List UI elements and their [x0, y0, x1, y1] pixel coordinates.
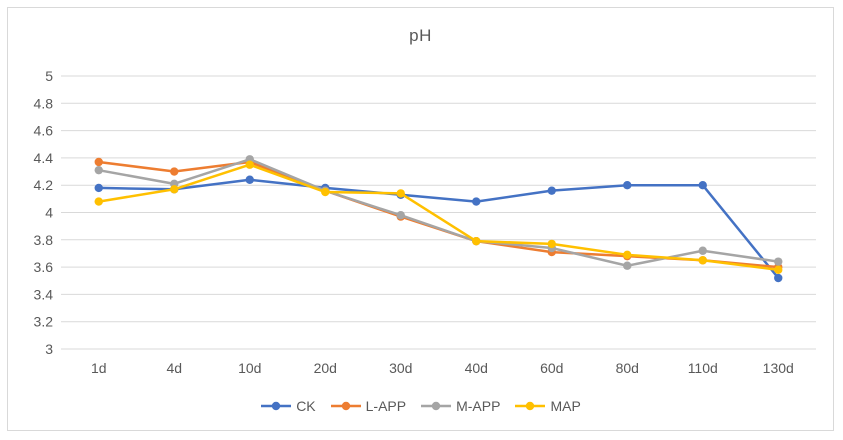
legend-item-m-app: M-APP: [420, 398, 500, 414]
series-marker-m-app: [698, 246, 707, 255]
y-tick-label: 4.2: [34, 177, 54, 193]
y-tick-label: 5: [45, 68, 53, 84]
series-marker-map: [774, 265, 783, 275]
x-tick-label: 110d: [688, 360, 718, 376]
y-tick-label: 3: [45, 341, 53, 357]
y-tick-label: 4: [45, 205, 53, 221]
legend-item-l-app: L-APP: [330, 398, 406, 414]
legend-swatch-map: [515, 401, 546, 411]
y-tick-label: 3.2: [34, 314, 54, 330]
series-marker-map: [547, 239, 556, 249]
series-marker-m-app: [396, 211, 405, 220]
legend-swatch-l-app: [330, 401, 361, 411]
y-tick-label: 3.6: [34, 259, 54, 275]
series-marker-ck: [472, 197, 481, 206]
series-marker-m-app: [94, 165, 103, 175]
series-marker-map: [170, 185, 179, 194]
series-marker-l-app: [170, 167, 179, 176]
legend-item-map: MAP: [514, 398, 581, 414]
x-tick-label: 20d: [314, 360, 337, 376]
y-tick-label: 3.8: [34, 232, 54, 248]
series-marker-ck: [698, 181, 707, 190]
legend-swatch-m-app: [421, 401, 452, 411]
legend-item-ck: CK: [260, 398, 316, 414]
x-tick-label: 10d: [238, 360, 261, 376]
series-marker-map: [321, 187, 330, 197]
y-tick-label: 4.4: [34, 150, 54, 166]
y-tick-label: 3.4: [34, 286, 54, 302]
series-marker-map: [472, 236, 481, 246]
x-tick-label: 60d: [540, 360, 563, 376]
series-marker-m-app: [623, 261, 632, 270]
chart-container: pH 3 3.2 3.4 3.6 3.8 4 4.2 4.4 4.6 4.8 5 1d 4d 10d 20d…: [7, 7, 834, 431]
legend-label-map: MAP: [550, 398, 581, 414]
chart-title: pH: [409, 26, 432, 45]
y-tick-label: 4.6: [34, 123, 54, 139]
series-line-l-app: [97, 160, 780, 269]
series-line-map: [97, 163, 780, 272]
x-tick-label: 30d: [389, 360, 412, 376]
legend-label-l-app: L-APP: [365, 398, 407, 414]
series-marker-ck: [774, 273, 783, 283]
series-marker-map: [245, 160, 254, 169]
x-tick-label: 80d: [616, 360, 639, 376]
series-marker-ck: [245, 175, 254, 184]
legend-label-m-app: M-APP: [456, 398, 501, 414]
x-tick-label: 40d: [465, 360, 488, 376]
series-marker-ck: [623, 181, 632, 190]
legend-swatch-ck: [261, 401, 292, 411]
series-line-ck: [97, 178, 780, 280]
y-tick-label: 4.8: [34, 95, 54, 111]
series-marker-ck: [547, 186, 556, 195]
series-marker-l-app: [94, 157, 103, 167]
series-marker-map: [94, 197, 103, 206]
x-tick-label: 1d: [91, 360, 107, 376]
series-marker-map: [623, 250, 632, 260]
series-marker-ck: [94, 183, 103, 193]
x-tick-label: 4d: [166, 360, 182, 376]
x-tick-label: 130d: [763, 360, 794, 376]
series-marker-m-app: [774, 257, 783, 266]
series-marker-map: [698, 256, 707, 265]
series-marker-map: [396, 189, 405, 198]
line-chart: 3 3.2 3.4 3.6 3.8 4 4.2 4.4 4.6 4.8 5 1d 4d 10d 20d 30d…: [34, 68, 816, 376]
legend-label-ck: CK: [296, 398, 316, 414]
chart-legend: CK L-APP M-APP MAP: [8, 398, 833, 414]
